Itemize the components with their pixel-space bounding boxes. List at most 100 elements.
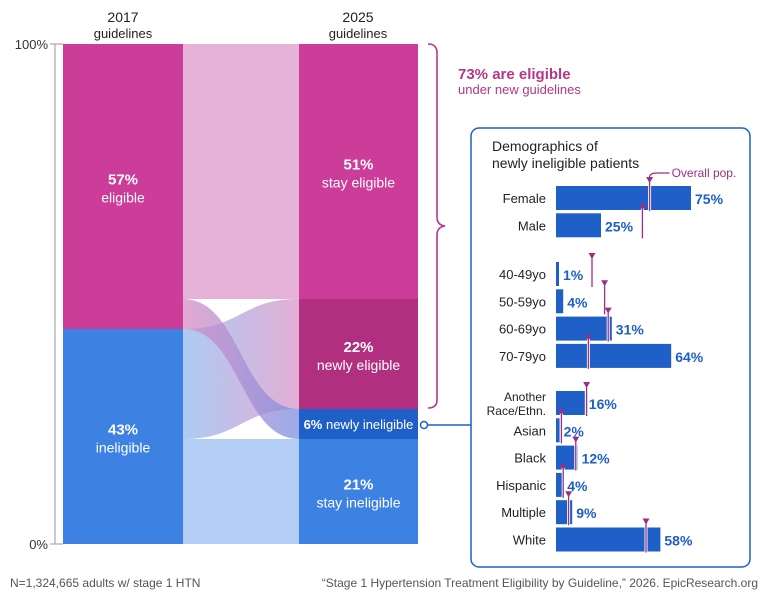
demo-label-multiple: Multiple bbox=[501, 505, 546, 520]
demo-bar-60-69yo bbox=[556, 316, 612, 341]
overall-marker-triangle-multiple bbox=[565, 491, 573, 498]
demo-bar-70-79yo bbox=[556, 343, 672, 368]
footer-citation: “Stage 1 Hypertension Treatment Eligibil… bbox=[322, 576, 758, 590]
right-block-stay-eligible: 51%stay eligible bbox=[299, 44, 418, 299]
overall-marker-triangle-50-59yo bbox=[601, 280, 609, 287]
demo-value-asian: 2% bbox=[564, 423, 585, 439]
demographics-panel: Demographics of newly ineligible patient… bbox=[419, 127, 751, 568]
sankey-flows bbox=[183, 44, 299, 544]
demo-bar-hispanic bbox=[556, 472, 564, 497]
right-block-pct-stay-eligible: 51% bbox=[343, 157, 373, 174]
demo-row-70-79yo: 70-79yo 64% bbox=[499, 334, 704, 369]
overall-marker-triangle-asian bbox=[557, 409, 565, 416]
overall-marker-triangle-40-49yo bbox=[588, 253, 596, 259]
right-block-rect-stay-eligible bbox=[299, 44, 418, 299]
demo-value-40-49yo: 1% bbox=[563, 267, 584, 283]
right-block-stay-ineligible: 21%stay ineligible bbox=[299, 439, 418, 544]
left-column-title-year: 2017 bbox=[107, 9, 138, 25]
right-block-text-newly-ineligible: 6% newly ineligible bbox=[304, 417, 414, 432]
demo-row-multiple: Multiple 9% bbox=[501, 491, 597, 526]
flow-eligible-to-newly-ineligible bbox=[183, 299, 299, 439]
column-headers: 2017 guidelines 2025 guidelines bbox=[94, 9, 388, 41]
demo-row-hispanic: Hispanic 4% bbox=[496, 463, 588, 498]
right-block-rect-stay-ineligible bbox=[299, 439, 418, 544]
left-block-eligible: 57%eligible bbox=[63, 44, 183, 329]
demo-row-asian: Asian 2% bbox=[513, 409, 585, 444]
demo-label-70-79yo: 70-79yo bbox=[499, 349, 546, 364]
left-block-pct-ineligible: 43% bbox=[108, 422, 138, 439]
footer-sample-size: N=1,324,665 adults w/ stage 1 HTN bbox=[10, 576, 200, 590]
left-column-title-sub: guidelines bbox=[94, 26, 153, 41]
flow-ineligible-to-stay-ineligible bbox=[183, 439, 299, 544]
demo-value-50-59yo: 4% bbox=[567, 294, 588, 310]
right-block-newly-eligible: 22%newly eligible bbox=[299, 299, 418, 409]
right-column-title-year: 2025 bbox=[342, 9, 373, 25]
left-block-ineligible: 43%ineligible bbox=[63, 329, 183, 544]
demo-bar-white bbox=[556, 527, 661, 552]
demo-label-60-69yo: 60-69yo bbox=[499, 322, 546, 337]
right-block-rect-newly-eligible bbox=[299, 299, 418, 409]
right-column-title-sub: guidelines bbox=[329, 26, 388, 41]
left-block-label-eligible: eligible bbox=[101, 190, 145, 206]
demo-value-female: 75% bbox=[695, 191, 724, 207]
flow-eligible-to-stay-eligible bbox=[183, 44, 299, 299]
demo-row-50-59yo: 50-59yo 4% bbox=[499, 280, 609, 315]
overall-marker-triangle-another-race-ethn bbox=[583, 382, 591, 388]
overall-legend-leader bbox=[649, 172, 670, 178]
overall-marker-triangle-60-69yo bbox=[604, 307, 612, 314]
demo-value-hispanic: 4% bbox=[567, 478, 588, 494]
demo-value-white: 58% bbox=[664, 533, 693, 549]
demo-row-60-69yo: 60-69yo 31% bbox=[499, 307, 645, 342]
demo-label-white: White bbox=[513, 533, 546, 548]
demo-row-white: White 58% bbox=[513, 518, 693, 553]
demo-value-70-79yo: 64% bbox=[675, 349, 704, 365]
demo-bar-female bbox=[556, 186, 691, 210]
demo-bar-50-59yo bbox=[556, 289, 564, 314]
brace-subline: under new guidelines bbox=[458, 82, 581, 97]
connector-dot bbox=[419, 420, 429, 430]
overall-marker-triangle-male bbox=[638, 204, 646, 211]
overall-marker-triangle-white bbox=[642, 518, 650, 525]
right-block-pct-newly-eligible: 22% bbox=[343, 339, 373, 356]
demo-row-male: Male 25% bbox=[518, 204, 646, 239]
left-block-label-ineligible: ineligible bbox=[96, 440, 151, 456]
right-block-pct-stay-ineligible: 21% bbox=[343, 477, 373, 494]
demo-label-female: Female bbox=[503, 191, 546, 206]
overall-marker-triangle-hispanic bbox=[559, 463, 567, 470]
demographics-title-1: Demographics of bbox=[492, 138, 598, 154]
brace-headline: 73% are eligible bbox=[458, 66, 571, 83]
demo-value-black: 12% bbox=[582, 451, 611, 467]
right-block-label-newly-eligible: newly eligible bbox=[317, 357, 400, 373]
demo-label-asian: Asian bbox=[513, 423, 546, 438]
right-block-pct-newly-ineligible: 6% bbox=[304, 417, 326, 432]
overall-pop-legend: Overall pop. bbox=[672, 166, 737, 180]
footer: N=1,324,665 adults w/ stage 1 HTN “Stage… bbox=[10, 576, 758, 590]
right-block-label-newly-ineligible: newly ineligible bbox=[326, 417, 413, 432]
demo-value-multiple: 9% bbox=[576, 505, 597, 521]
right-block-label-stay-ineligible: stay ineligible bbox=[316, 495, 400, 511]
demo-row-black: Black 12% bbox=[514, 436, 611, 471]
demo-value-60-69yo: 31% bbox=[616, 322, 645, 338]
left-block-rect-eligible bbox=[63, 44, 183, 329]
demo-bar-asian bbox=[556, 418, 560, 443]
demo-label-40-49yo: 40-49yo bbox=[499, 267, 546, 282]
eligible-brace bbox=[427, 43, 446, 409]
demo-label-male: Male bbox=[518, 218, 546, 233]
right-block-label-stay-eligible: stay eligible bbox=[322, 175, 395, 191]
overall-marker-triangle-70-79yo bbox=[584, 334, 592, 341]
overall-marker-triangle-female bbox=[646, 177, 654, 183]
left-block-pct-eligible: 57% bbox=[108, 172, 138, 189]
y-axis-top-label: 100% bbox=[15, 37, 49, 52]
demo-label-hispanic: Hispanic bbox=[496, 478, 546, 493]
demo-value-another-race-ethn: 16% bbox=[589, 396, 618, 412]
right-block-newly-ineligible: 6% newly ineligible bbox=[299, 409, 418, 439]
demo-row-40-49yo: 40-49yo 1% bbox=[499, 253, 596, 287]
demo-bar-40-49yo bbox=[556, 262, 559, 286]
y-axis: 100% 0% bbox=[15, 37, 63, 552]
demographics-bars: Female 75% Overall pop. Male 25% 40-49yo 1%50-… bbox=[487, 166, 737, 553]
demo-row-female: Female 75% bbox=[503, 177, 724, 211]
